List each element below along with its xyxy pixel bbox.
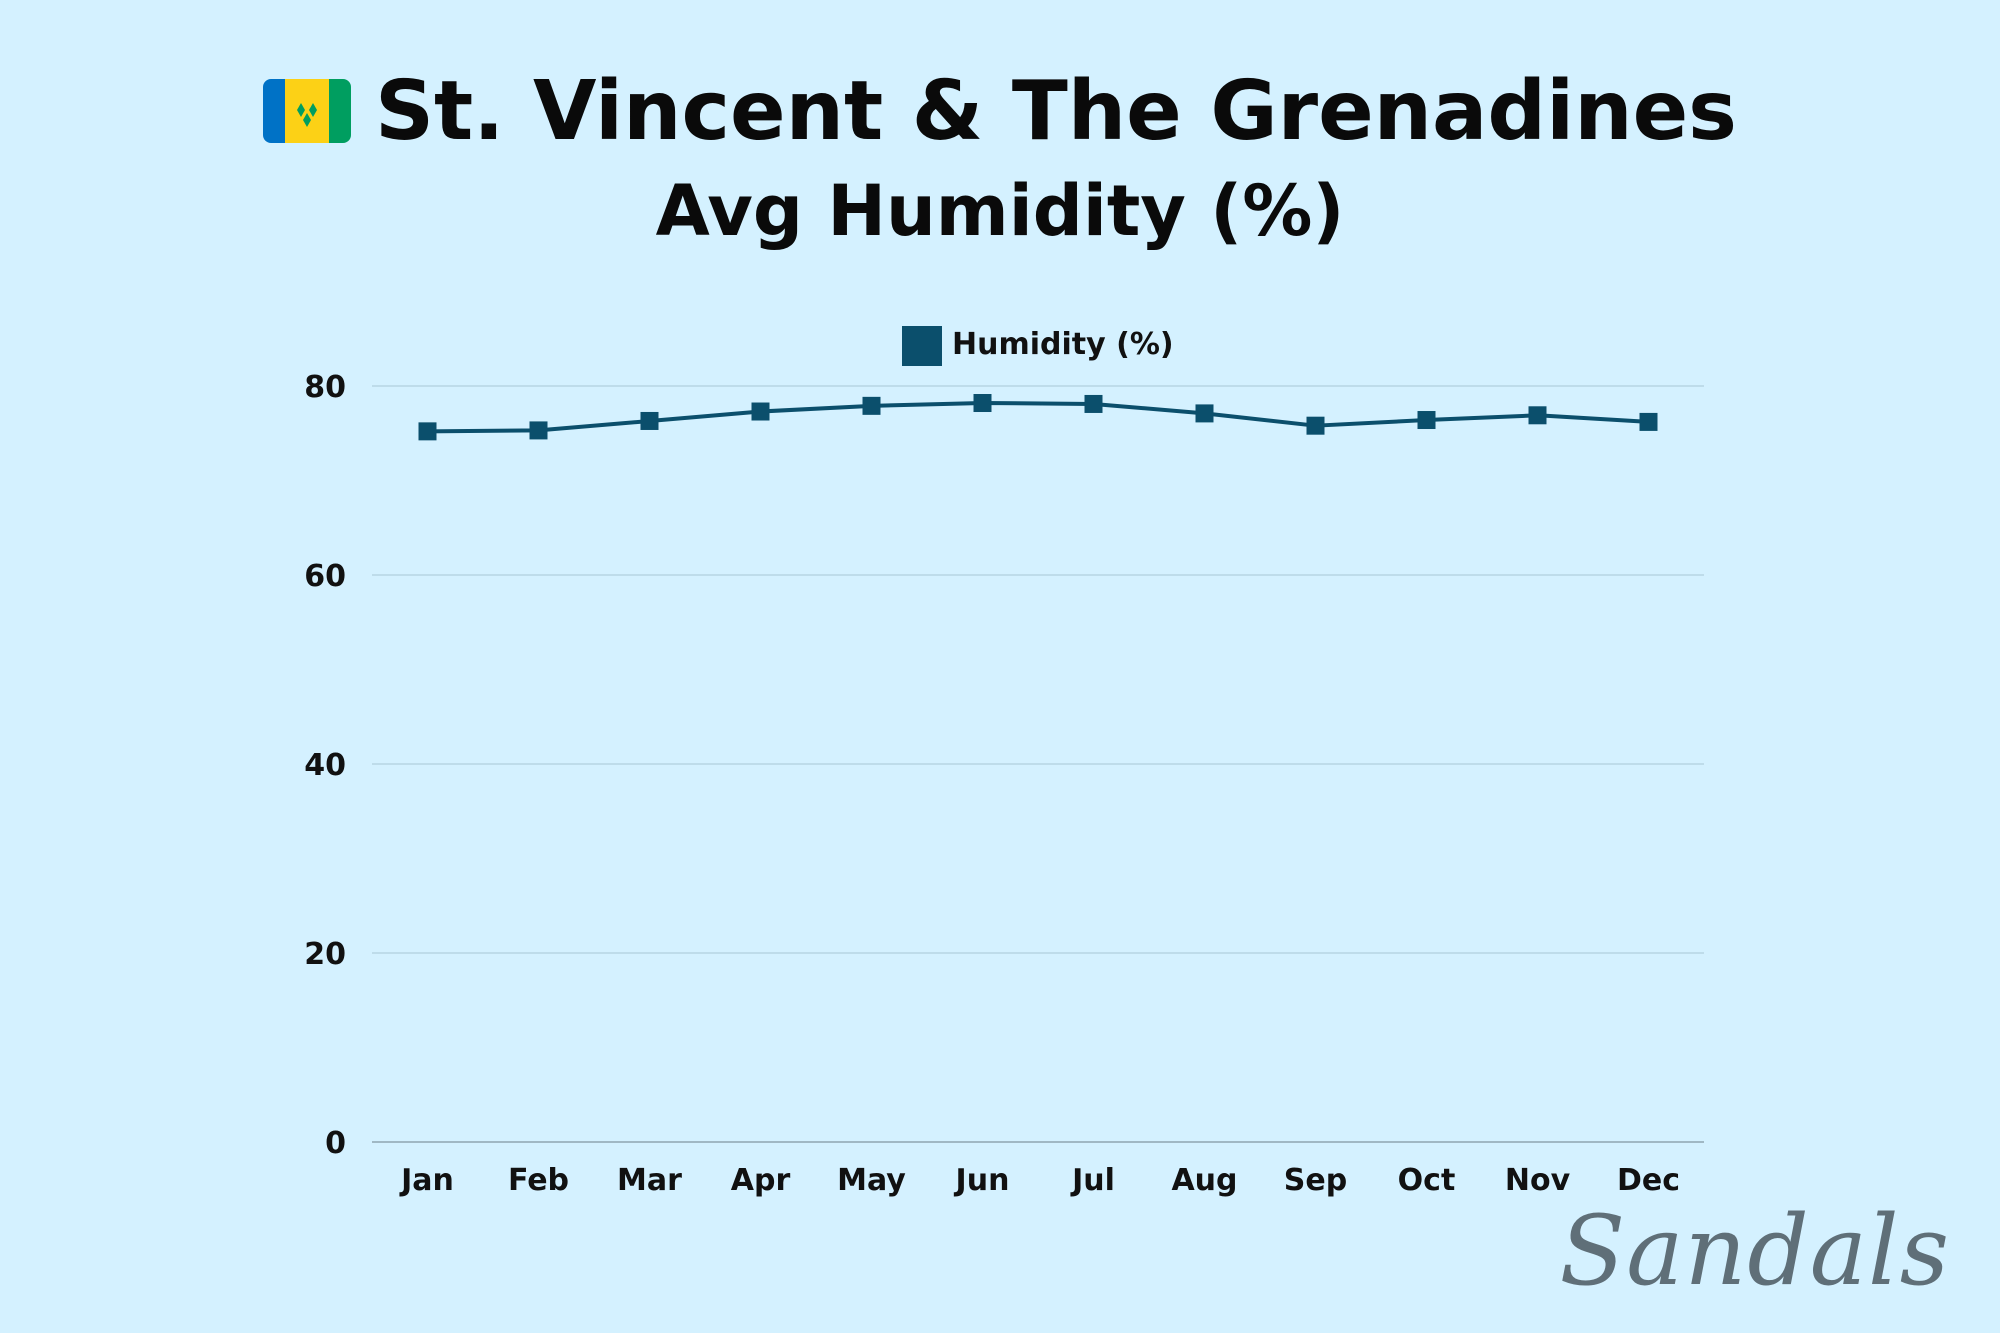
x-tick-label-jun: Jun <box>954 1163 1010 1198</box>
x-tick-label-nov: Nov <box>1505 1163 1571 1198</box>
y-axis-ticks: 0 20 40 60 80 <box>304 370 346 1161</box>
x-tick-label-jul: Jul <box>1070 1163 1115 1198</box>
chart-subtitle: Avg Humidity (%) <box>655 170 1345 252</box>
series-layer <box>418 394 1658 441</box>
data-point-jul <box>1084 394 1103 413</box>
y-tick-label-20: 20 <box>304 937 346 972</box>
series-line-humidity <box>427 401 1649 434</box>
x-tick-label-aug: Aug <box>1171 1163 1237 1198</box>
y-tick-label-80: 80 <box>304 370 346 405</box>
data-point-dec <box>1639 412 1658 431</box>
data-point-aug <box>1195 404 1214 423</box>
data-point-apr <box>751 402 770 421</box>
data-point-sep <box>1306 416 1325 435</box>
data-point-feb <box>529 421 548 440</box>
title-row: St. Vincent & The Grenadines <box>0 56 2000 166</box>
x-tick-label-jan: Jan <box>399 1163 454 1198</box>
y-tick-label-40: 40 <box>304 748 346 783</box>
x-tick-label-feb: Feb <box>508 1163 569 1198</box>
data-point-jan <box>418 422 437 441</box>
y-tick-label-60: 60 <box>304 559 346 594</box>
data-point-jun <box>973 394 992 413</box>
x-tick-label-mar: Mar <box>617 1163 682 1198</box>
y-tick-label-0: 0 <box>325 1126 346 1161</box>
x-axis-ticks: Jan Feb Mar Apr May Jun Jul Aug Sep Oct Nov Dec <box>399 1163 1680 1198</box>
data-point-oct <box>1417 411 1436 430</box>
x-tick-label-sep: Sep <box>1284 1163 1347 1198</box>
x-tick-label-apr: Apr <box>731 1163 791 1198</box>
legend-label: Humidity (%) <box>952 327 1174 362</box>
data-point-mar <box>640 411 659 430</box>
data-point-may <box>862 396 881 415</box>
sandals-logo: Sandals <box>1559 1195 1950 1307</box>
legend-swatch <box>902 326 942 366</box>
x-tick-label-dec: Dec <box>1617 1163 1680 1198</box>
legend: Humidity (%) <box>902 326 1174 366</box>
page-title: St. Vincent & The Grenadines <box>374 63 1737 159</box>
x-tick-label-oct: Oct <box>1398 1163 1456 1198</box>
grid-lines <box>372 385 1704 1143</box>
st-vincent-flag-icon <box>262 79 351 143</box>
data-point-nov <box>1528 406 1547 425</box>
x-tick-label-may: May <box>837 1163 906 1198</box>
